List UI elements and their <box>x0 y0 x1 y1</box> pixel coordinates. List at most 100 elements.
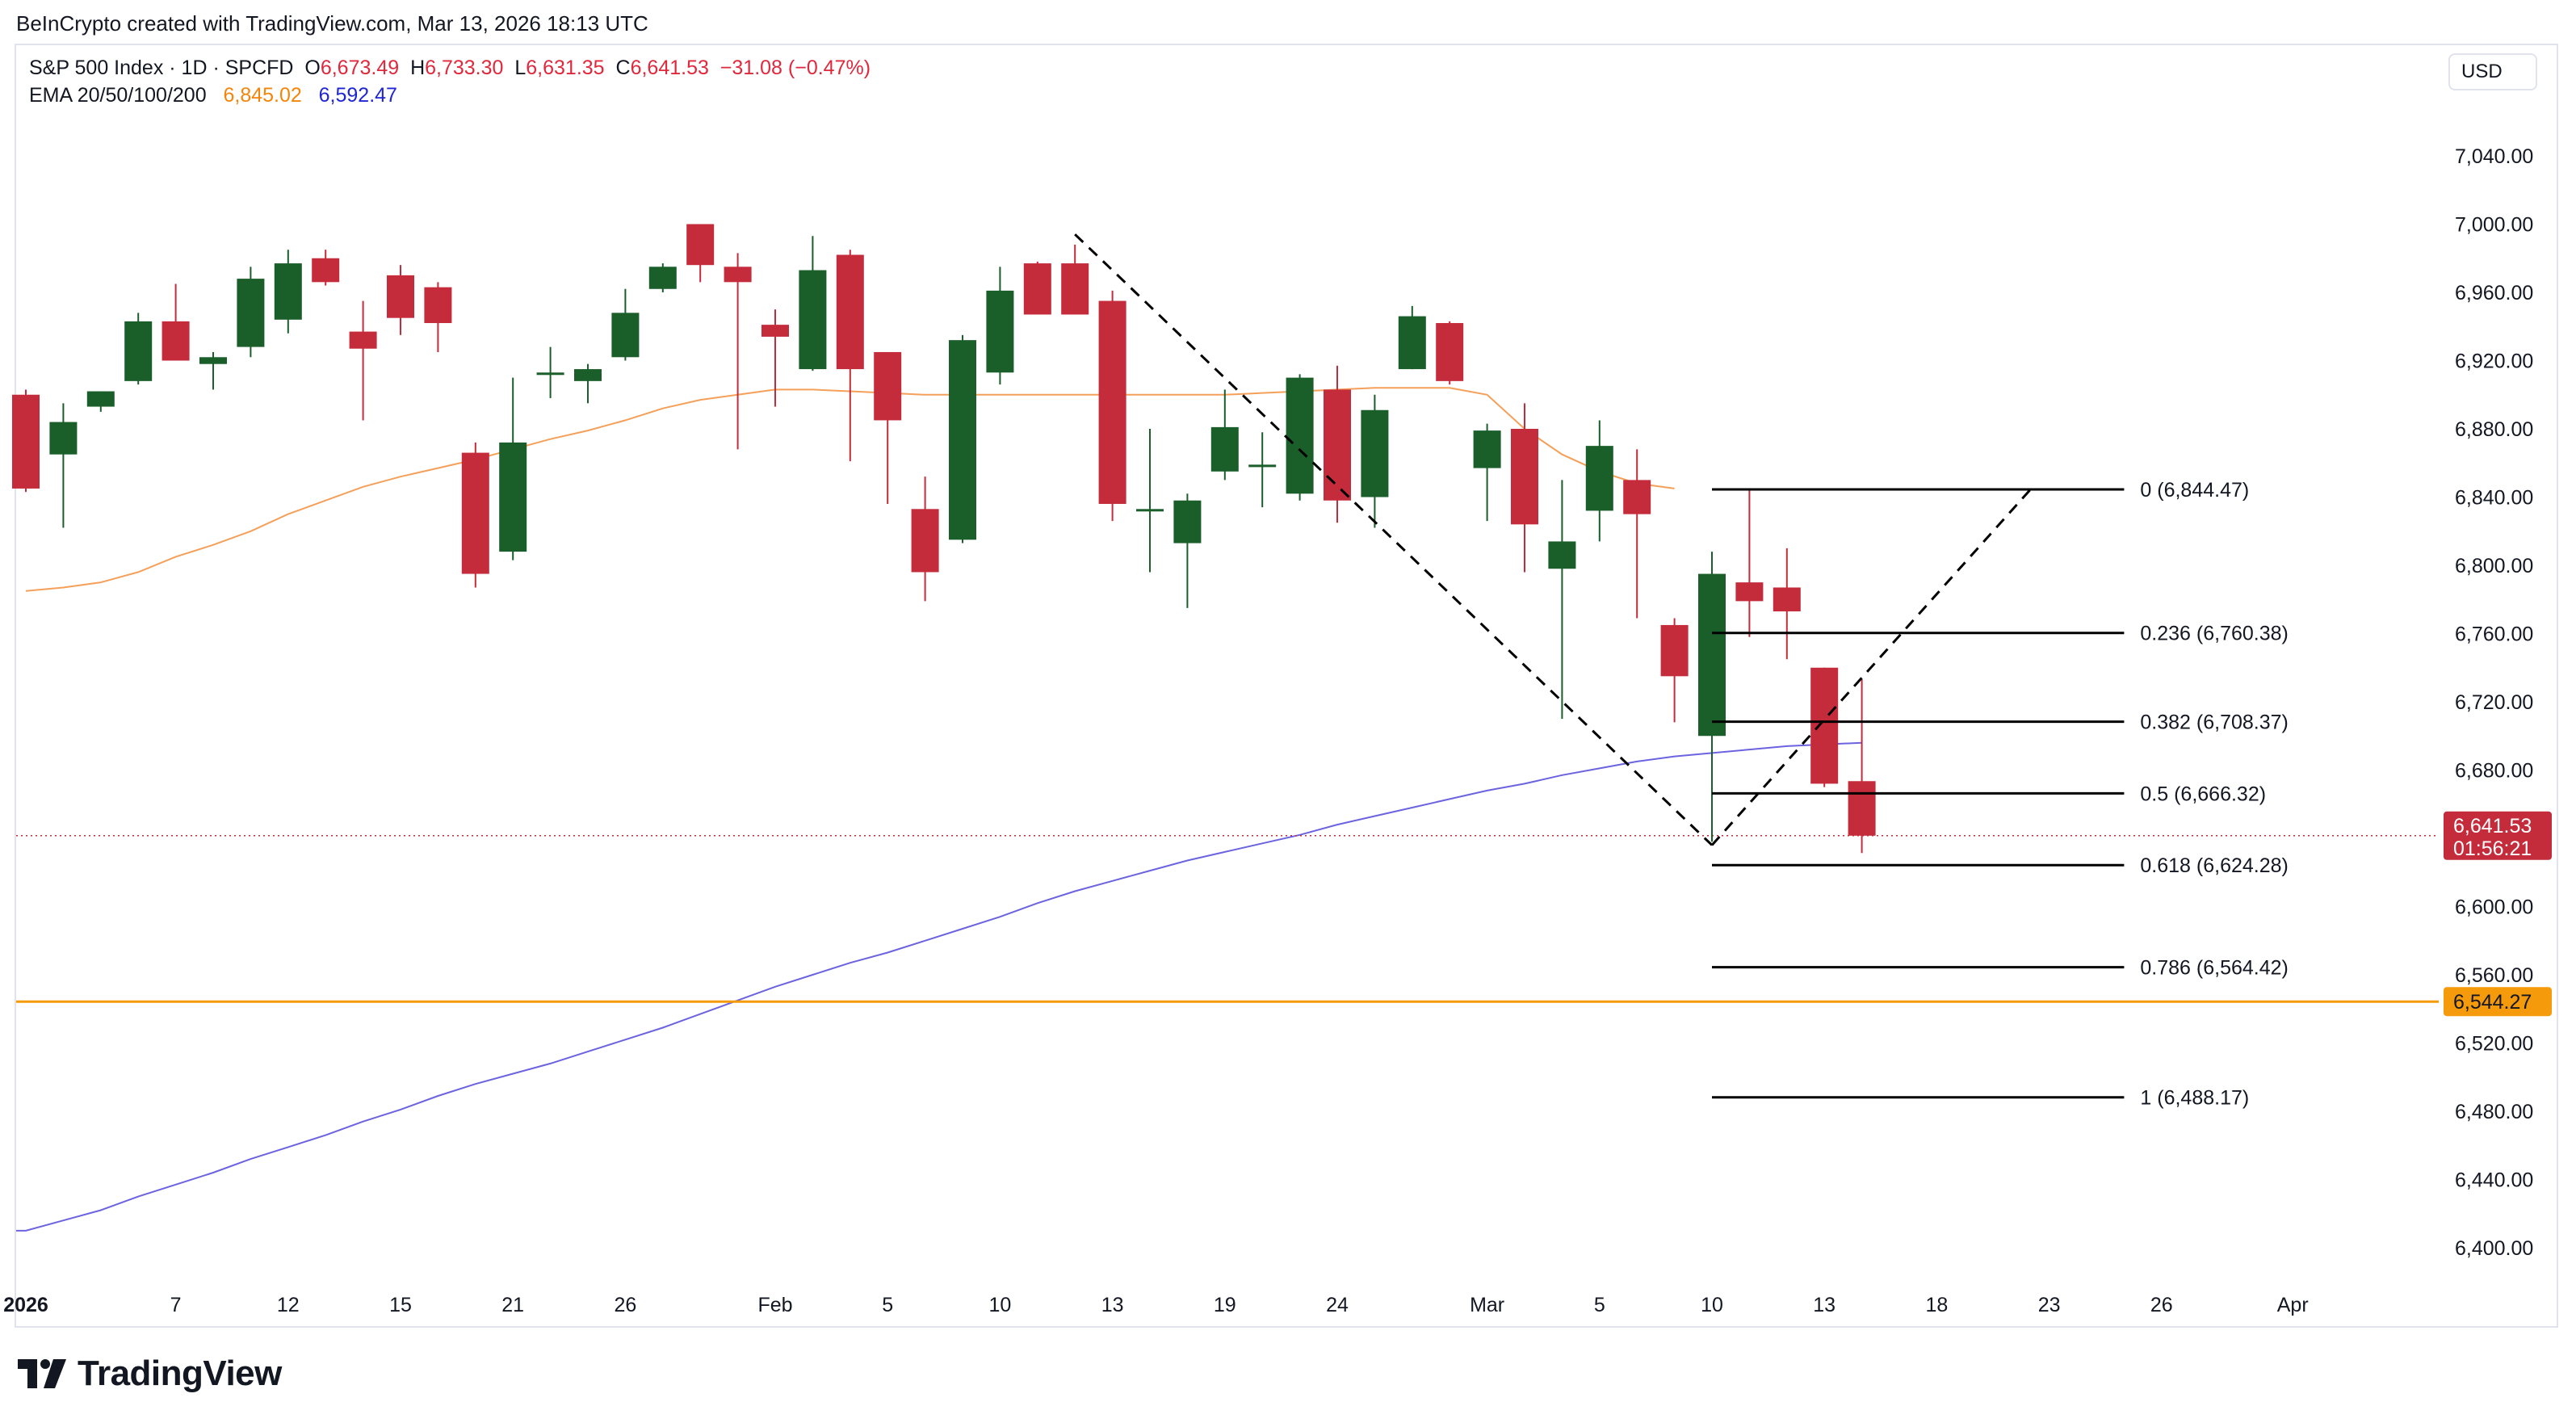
candle-body[interactable] <box>1398 316 1426 370</box>
candle[interactable] <box>124 313 153 385</box>
candle-body[interactable] <box>199 357 227 364</box>
candle-body[interactable] <box>1286 377 1314 494</box>
candle[interactable] <box>387 265 414 335</box>
candle-body[interactable] <box>1361 409 1389 497</box>
candle[interactable] <box>1698 552 1726 842</box>
candle-body[interactable] <box>49 422 78 455</box>
candle[interactable] <box>1848 678 1876 854</box>
candle[interactable] <box>499 377 527 560</box>
candle-body[interactable] <box>1473 430 1501 468</box>
candle-body[interactable] <box>1136 509 1164 512</box>
candle[interactable] <box>911 476 939 602</box>
candle[interactable] <box>12 389 40 493</box>
candle-body[interactable] <box>1098 300 1126 504</box>
candle[interactable] <box>1773 548 1801 660</box>
candle-body[interactable] <box>1210 426 1239 472</box>
candle[interactable] <box>237 267 265 358</box>
candle[interactable] <box>1436 321 1464 385</box>
candle[interactable] <box>1585 420 1613 542</box>
candle[interactable] <box>686 224 715 283</box>
candle-body[interactable] <box>1773 587 1801 612</box>
candle-body[interactable] <box>1735 582 1764 602</box>
candle-body[interactable] <box>911 509 939 573</box>
candle[interactable] <box>1361 394 1389 528</box>
candle[interactable] <box>1286 374 1314 501</box>
currency-button[interactable]: USD <box>2448 53 2537 90</box>
candle-body[interactable] <box>536 372 564 376</box>
candle[interactable] <box>1660 618 1689 723</box>
candle-body[interactable] <box>162 321 190 361</box>
candle[interactable] <box>1623 449 1651 619</box>
tradingview-brand[interactable]: TradingView <box>18 1354 282 1394</box>
candle[interactable] <box>49 403 78 528</box>
candle-body[interactable] <box>611 313 640 358</box>
candle[interactable] <box>461 442 489 588</box>
candle[interactable] <box>574 363 602 404</box>
candle[interactable] <box>199 351 227 390</box>
candle[interactable] <box>611 288 640 361</box>
candle[interactable] <box>836 250 864 462</box>
trend-line[interactable] <box>1074 233 1714 846</box>
candle-body[interactable] <box>274 263 302 320</box>
candle[interactable] <box>1511 403 1538 573</box>
candle-body[interactable] <box>686 224 715 266</box>
symbol-label[interactable]: S&P 500 Index · 1D · SPCFD <box>29 57 294 79</box>
candle[interactable] <box>1548 480 1576 720</box>
candle[interactable] <box>1398 305 1426 370</box>
candle-body[interactable] <box>424 287 452 324</box>
candle[interactable] <box>1473 423 1501 522</box>
candle[interactable] <box>162 283 190 361</box>
candle[interactable] <box>536 346 564 398</box>
candle-body[interactable] <box>574 369 602 381</box>
candle-body[interactable] <box>387 275 414 318</box>
candle[interactable] <box>1324 365 1351 523</box>
candle[interactable] <box>349 300 377 421</box>
candle-body[interactable] <box>1623 480 1651 514</box>
candle-body[interactable] <box>986 290 1014 373</box>
candle-body[interactable] <box>461 452 489 574</box>
candle-body[interactable] <box>349 331 377 349</box>
candle[interactable] <box>1098 290 1126 522</box>
candle[interactable] <box>1061 244 1089 315</box>
candle-body[interactable] <box>1698 573 1726 737</box>
candle[interactable] <box>1735 488 1764 637</box>
candle[interactable] <box>274 250 302 334</box>
candle[interactable] <box>1023 261 1051 315</box>
candle-body[interactable] <box>1848 781 1876 836</box>
candle-body[interactable] <box>124 321 153 381</box>
candle[interactable] <box>761 309 789 407</box>
ema-label[interactable]: EMA 20/50/100/200 <box>29 84 207 107</box>
candle-body[interactable] <box>1810 667 1839 784</box>
candle-body[interactable] <box>86 391 115 407</box>
candle[interactable] <box>312 250 340 286</box>
candle-body[interactable] <box>1173 500 1202 544</box>
candle-body[interactable] <box>1511 429 1538 525</box>
candle[interactable] <box>1136 429 1164 573</box>
candle-body[interactable] <box>1023 263 1051 315</box>
candle-body[interactable] <box>874 351 902 421</box>
candle-body[interactable] <box>949 340 976 540</box>
candle[interactable] <box>424 282 452 352</box>
candle[interactable] <box>799 236 827 371</box>
candle-body[interactable] <box>1248 464 1277 468</box>
candle-body[interactable] <box>1436 323 1464 381</box>
candle[interactable] <box>724 253 752 450</box>
candle-body[interactable] <box>724 267 752 283</box>
candle[interactable] <box>986 267 1014 385</box>
candle[interactable] <box>949 334 976 544</box>
candle[interactable] <box>1810 667 1839 787</box>
candle[interactable] <box>1173 493 1202 608</box>
candle-body[interactable] <box>237 279 265 347</box>
candle[interactable] <box>648 263 677 292</box>
trend-line[interactable] <box>1710 489 2032 846</box>
candle[interactable] <box>86 391 115 412</box>
candle-body[interactable] <box>1324 389 1351 501</box>
candle-body[interactable] <box>12 394 40 489</box>
candle-body[interactable] <box>1548 541 1576 569</box>
candle[interactable] <box>1210 389 1239 481</box>
candle-body[interactable] <box>499 442 527 552</box>
candle-body[interactable] <box>799 270 827 370</box>
candle-body[interactable] <box>312 258 340 283</box>
candle-body[interactable] <box>648 267 677 289</box>
